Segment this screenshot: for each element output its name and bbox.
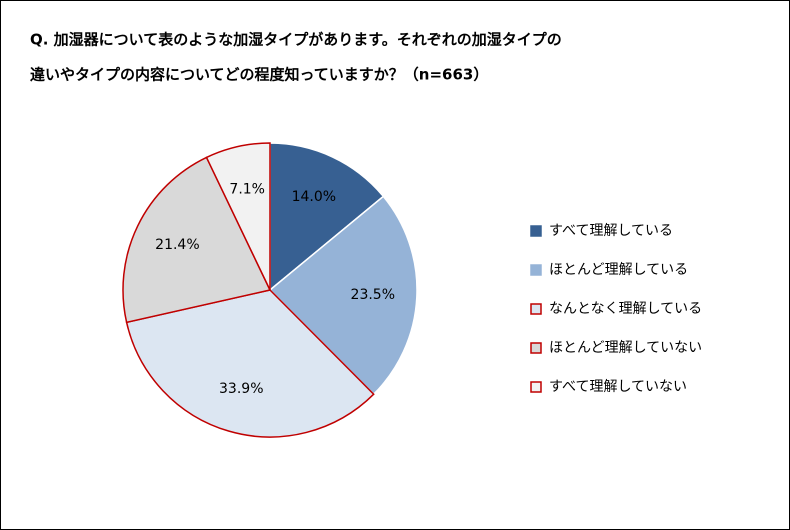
pie-slice — [268, 195, 418, 396]
data-label: 14.0% — [292, 189, 336, 205]
legend-swatch — [530, 303, 542, 315]
chart-title: 違いやタイプの内容についてどの程度知っていますか？（n=663） — [30, 66, 488, 84]
legend-swatch — [530, 342, 542, 354]
legend-label: すべて理解していない — [549, 379, 687, 395]
chart-title: Q. 加湿器について表のような加湿タイプがあります。それぞれの加湿タイプの — [30, 31, 562, 49]
pie-slice — [125, 289, 375, 438]
data-label: 7.1% — [229, 182, 265, 198]
legend-swatch — [530, 225, 542, 237]
legend-swatch — [530, 264, 542, 276]
pie-slice — [205, 142, 271, 291]
legend-label: ほとんど理解していない — [549, 340, 702, 356]
legend-label: なんとなく理解している — [549, 301, 702, 317]
legend-swatch — [530, 381, 542, 393]
pie-slice — [269, 142, 385, 292]
data-label: 23.5% — [351, 287, 395, 303]
pie-slice — [122, 156, 272, 324]
legend-label: ほとんど理解している — [549, 262, 688, 278]
data-label: 33.9% — [219, 381, 263, 397]
legend-label: すべて理解している — [549, 223, 673, 239]
data-label: 21.4% — [155, 237, 199, 253]
